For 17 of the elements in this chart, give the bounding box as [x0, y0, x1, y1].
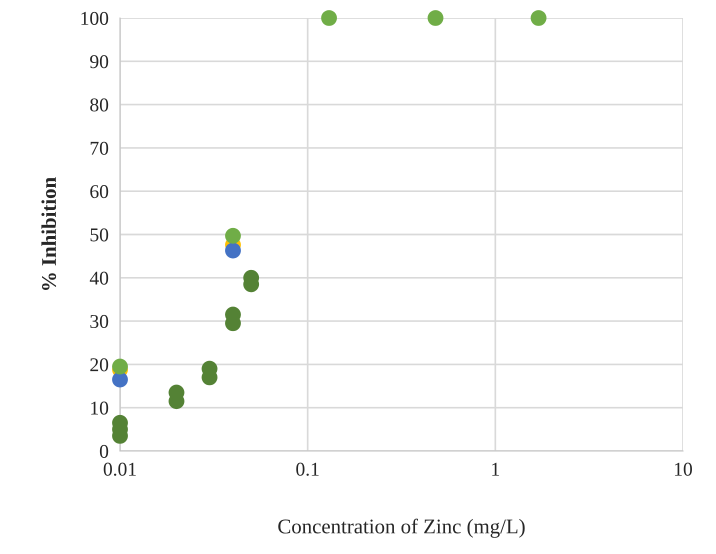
y-tick-label: 50 [90, 228, 108, 242]
x-tick-label: 0.01 [104, 462, 136, 476]
y-tick-label: 100 [81, 12, 108, 25]
x-tick-label: 1 [492, 462, 500, 476]
y-tick-label: 80 [90, 98, 108, 112]
y-tick-label: 0 [100, 444, 108, 458]
x-tick-label: 0.1 [296, 462, 319, 476]
y-tick-label: 60 [90, 185, 108, 198]
y-tick-label: 70 [90, 142, 108, 155]
y-axis-title: % Inhibition [41, 177, 56, 290]
x-axis-title: Concentration of Zinc (mg/L) [278, 518, 525, 538]
y-tick-label: 40 [90, 272, 108, 285]
y-tick-label: 10 [91, 402, 108, 415]
y-tick-label: 30 [90, 314, 108, 328]
x-tick-label: 10 [674, 462, 692, 476]
y-tick-label: 20 [90, 358, 108, 372]
y-tick-label: 90 [90, 55, 108, 68]
